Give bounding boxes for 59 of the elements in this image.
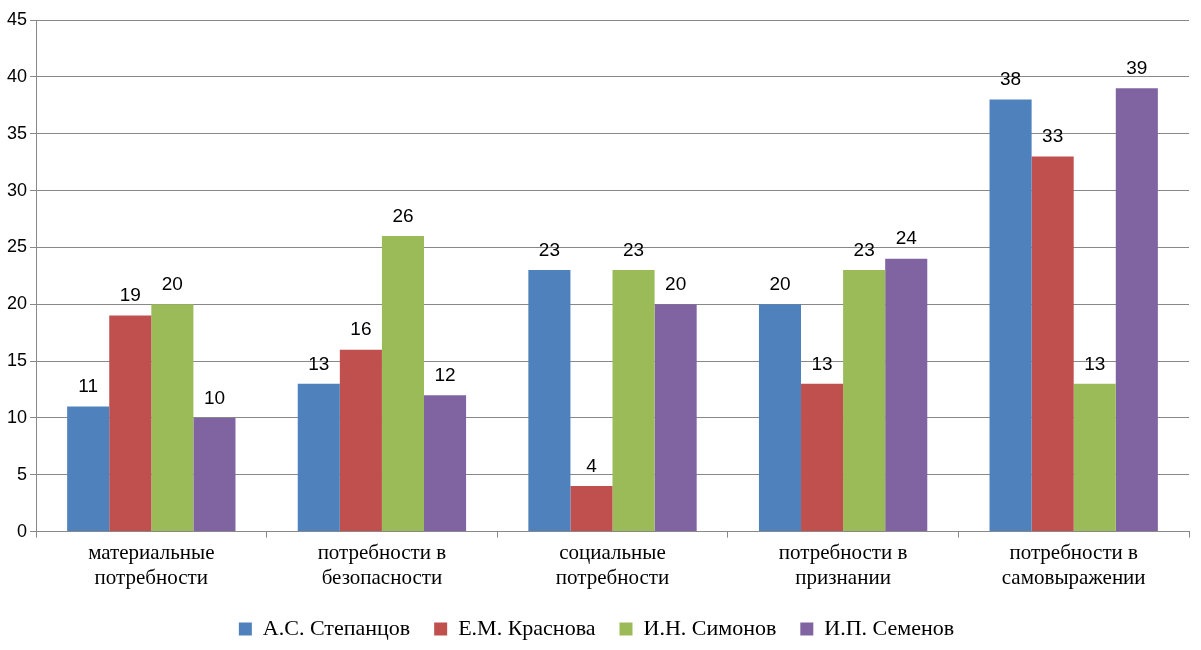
data-label: 19 bbox=[119, 284, 141, 306]
data-label: 38 bbox=[1000, 68, 1022, 90]
bar bbox=[885, 258, 928, 532]
bar bbox=[843, 270, 886, 532]
data-label: 39 bbox=[1126, 56, 1148, 78]
data-label: 16 bbox=[350, 318, 372, 340]
bar bbox=[67, 406, 110, 532]
bar bbox=[424, 395, 467, 532]
y-tick-label: 35 bbox=[6, 122, 28, 143]
data-label: 33 bbox=[1042, 125, 1064, 147]
bar bbox=[297, 383, 340, 532]
y-tick-label: 5 bbox=[17, 463, 28, 484]
y-tick-label: 45 bbox=[6, 8, 28, 29]
data-label: 13 bbox=[1084, 352, 1106, 374]
bar bbox=[193, 417, 236, 532]
bar bbox=[1115, 88, 1158, 532]
data-label: 4 bbox=[586, 454, 598, 476]
data-label: 11 bbox=[78, 375, 99, 397]
legend-label: И.Н. Симонов bbox=[643, 614, 777, 640]
data-label: 24 bbox=[895, 227, 918, 249]
legend-label: А.С. Степанцов bbox=[262, 614, 411, 640]
y-tick-label: 15 bbox=[6, 350, 28, 371]
y-tick-label: 20 bbox=[6, 293, 28, 314]
bar bbox=[339, 349, 382, 532]
x-tick-label: потребности в безопасности bbox=[317, 539, 447, 589]
legend-label: Е.М. Краснова bbox=[458, 614, 596, 640]
bar bbox=[381, 236, 424, 532]
data-label: 23 bbox=[622, 238, 645, 260]
bar bbox=[654, 304, 697, 532]
x-tick-label: потребности в самовыражении bbox=[1001, 539, 1146, 589]
bar bbox=[989, 99, 1032, 532]
x-tick-label: потребности в признании bbox=[778, 539, 908, 589]
y-tick-label: 10 bbox=[6, 406, 28, 427]
data-label: 20 bbox=[665, 272, 687, 294]
bar bbox=[109, 315, 152, 532]
legend-label: И.П. Семенов bbox=[824, 614, 955, 640]
data-label: 10 bbox=[203, 386, 226, 408]
bar bbox=[801, 383, 844, 532]
bar bbox=[758, 304, 802, 532]
bar bbox=[1031, 156, 1074, 532]
data-label: 20 bbox=[161, 272, 183, 294]
bar bbox=[151, 304, 194, 532]
y-tick-label: 25 bbox=[6, 236, 28, 257]
data-label: 20 bbox=[769, 272, 791, 294]
x-tick-label: социальные потребности bbox=[555, 539, 670, 589]
data-label: 13 bbox=[308, 352, 330, 374]
data-label: 23 bbox=[538, 238, 560, 260]
data-label: 13 bbox=[811, 352, 833, 374]
bar bbox=[612, 270, 655, 532]
data-label: 12 bbox=[434, 363, 456, 385]
y-tick-label: 0 bbox=[17, 520, 28, 541]
y-tick-label: 40 bbox=[6, 65, 28, 86]
bar bbox=[570, 486, 613, 532]
data-label: 26 bbox=[392, 204, 414, 226]
bar bbox=[1073, 383, 1116, 532]
y-tick-label: 30 bbox=[6, 179, 28, 200]
data-label: 23 bbox=[853, 238, 875, 260]
bar bbox=[528, 270, 571, 532]
x-tick-label: материальные потребности bbox=[88, 539, 215, 589]
